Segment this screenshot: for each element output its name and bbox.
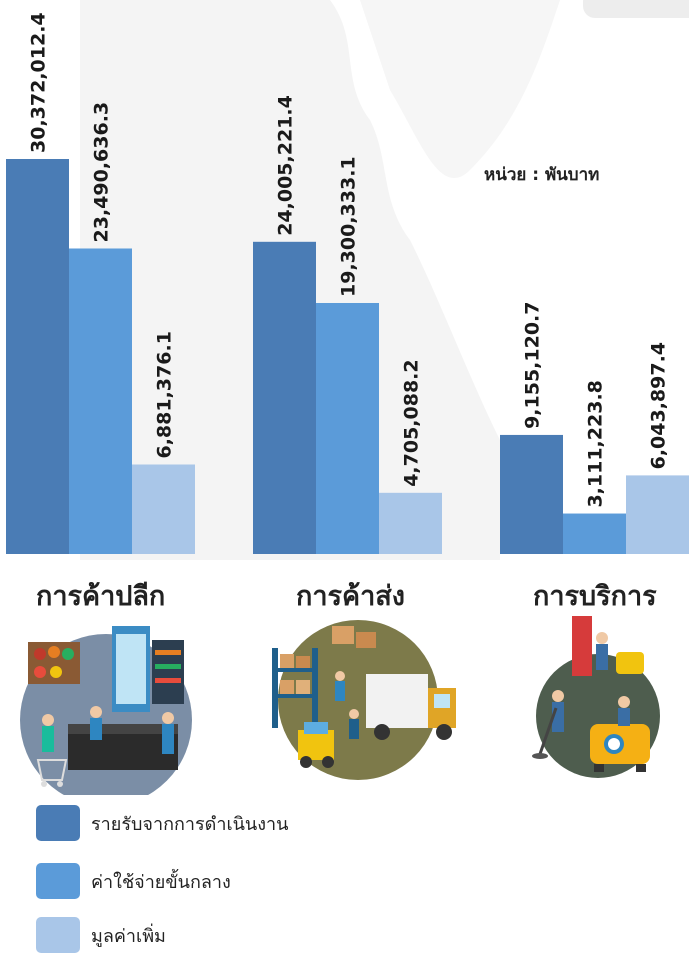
value-label-3-1: 9,155,120.7 [522, 302, 544, 429]
legend-label: รายรับจากการดำเนินงาน [91, 813, 289, 835]
bar-chart: 30,372,012.4 23,490,636.3 6,881,376.1 24,00… [6, 12, 689, 555]
legend-item-operating-revenue: รายรับจากการดำเนินงาน [36, 805, 288, 841]
category-label-services: การบริการ [533, 581, 657, 612]
bar-2-1 [253, 241, 316, 555]
bar-1-2 [69, 248, 132, 555]
value-label-3-3: 6,043,897.4 [648, 342, 670, 469]
legend-swatch [36, 917, 80, 953]
bar-1-1 [6, 159, 69, 554]
unit-label: หน่วย : พันบาท [484, 165, 600, 185]
bar-3-2 [563, 513, 626, 554]
value-label-1-2: 23,490,636.3 [91, 102, 113, 243]
value-labels-layer: 30,372,012.4 23,490,636.3 6,881,376.1 24,00… [28, 12, 670, 507]
value-label-1-1: 30,372,012.4 [28, 12, 50, 153]
category-label-retail: การค้าปลีก [36, 581, 166, 612]
retail-store-illustration-icon [20, 626, 192, 795]
bars-layer [6, 159, 689, 555]
legend-swatch [36, 805, 80, 841]
value-label-3-2: 3,111,223.8 [585, 380, 607, 507]
value-label-2-3: 4,705,088.2 [401, 359, 423, 486]
bar-3-3 [626, 475, 689, 554]
cleaning-service-illustration-icon [532, 616, 660, 778]
bar-2-3 [379, 492, 442, 554]
wholesale-warehouse-illustration-icon [272, 620, 456, 780]
bar-3-1 [500, 434, 563, 554]
bar-1-3 [132, 464, 195, 554]
value-label-2-1: 24,005,221.4 [275, 95, 297, 236]
bar-2-2 [316, 302, 379, 554]
legend-label: มูลค่าเพิ่ม [91, 925, 166, 947]
value-label-1-3: 6,881,376.1 [154, 331, 176, 458]
legend-item-value-added: มูลค่าเพิ่ม [36, 917, 166, 953]
corner-tab-shape [583, 0, 689, 18]
legend-item-intermediate-cost: ค่าใช้จ่ายขั้นกลาง [36, 863, 231, 899]
value-label-2-2: 19,300,333.1 [338, 156, 360, 297]
legend-swatch [36, 863, 80, 899]
legend-label: ค่าใช้จ่ายขั้นกลาง [91, 871, 231, 893]
category-label-wholesale: การค้าส่ง [296, 581, 405, 612]
